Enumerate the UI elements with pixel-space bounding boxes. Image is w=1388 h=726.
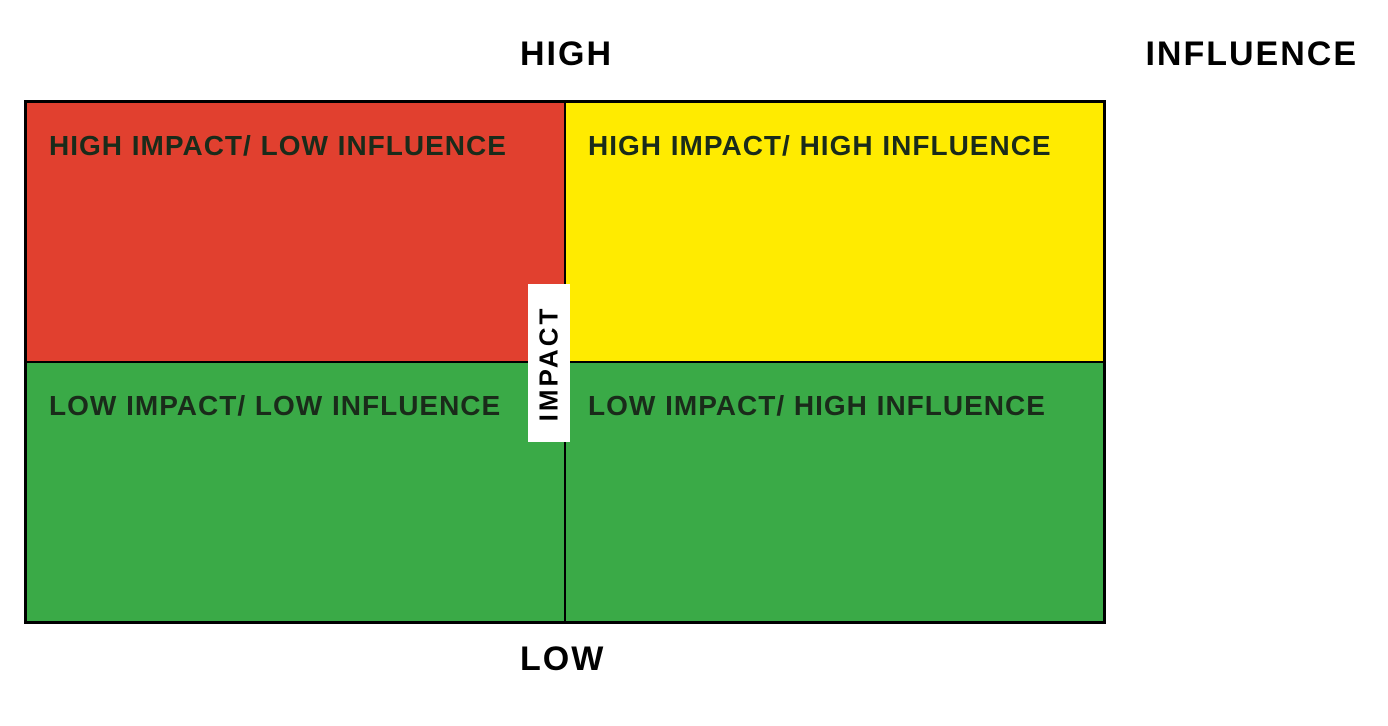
quadrant-low-impact-high-influence: LOW IMPACT/ HIGH INFLUENCE [565,362,1104,622]
center-axis-label-box: IMPACT [528,284,570,442]
quadrant-high-impact-low-influence: HIGH IMPACT/ LOW INFLUENCE [26,102,565,362]
quadrant-label: LOW IMPACT/ LOW INFLUENCE [49,390,501,421]
quadrant-high-impact-high-influence: HIGH IMPACT/ HIGH INFLUENCE [565,102,1104,362]
axis-label-influence: INFLUENCE [1145,35,1358,74]
quadrant-label: LOW IMPACT/ HIGH INFLUENCE [588,390,1046,421]
top-axis-labels: HIGH INFLUENCE [0,35,1388,85]
matrix-container: HIGH INFLUENCE HIGH IMPACT/ LOW INFLUENC… [0,0,1388,726]
quadrant-label: HIGH IMPACT/ LOW INFLUENCE [49,130,507,161]
quadrant-label: HIGH IMPACT/ HIGH INFLUENCE [588,130,1052,161]
quadrant-low-impact-low-influence: LOW IMPACT/ LOW INFLUENCE [26,362,565,622]
axis-label-high: HIGH [520,35,613,74]
axis-label-impact: IMPACT [534,305,565,421]
axis-label-low: LOW [520,640,605,679]
